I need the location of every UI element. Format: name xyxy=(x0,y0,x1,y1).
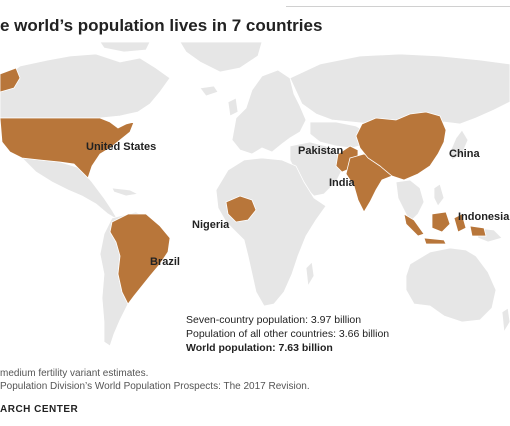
indonesia-shape-borneo xyxy=(431,211,451,233)
label-brazil: Brazil xyxy=(150,256,180,268)
world-population: World population: 7.63 billion xyxy=(186,342,333,354)
footer-credit: ARCH CENTER xyxy=(0,404,79,415)
mexico-shape xyxy=(20,157,119,221)
africa-shape xyxy=(215,157,327,307)
population-stats: Seven-country population: 3.97 billion P… xyxy=(186,313,389,355)
southeast-asia-shape xyxy=(395,179,425,223)
indonesia-shape-sumatra xyxy=(403,213,425,237)
japan-shape xyxy=(449,129,469,161)
seven-country-population: Seven-country population: 3.97 billion xyxy=(186,314,362,326)
other-countries-population: Population of all other countries: 3.66 … xyxy=(186,328,390,340)
canada-shape xyxy=(0,53,171,119)
alaska-shape xyxy=(0,67,21,93)
indonesia-shape-java xyxy=(423,237,447,245)
nigeria-shape xyxy=(225,195,257,223)
label-nigeria: Nigeria xyxy=(192,219,230,231)
russia-shape xyxy=(289,53,510,129)
china-shape xyxy=(355,111,447,181)
chart-title: e world’s population lives in 7 countrie… xyxy=(0,16,323,35)
united-states-shape xyxy=(0,117,135,179)
australia-shape xyxy=(405,247,497,323)
label-united-states: United States xyxy=(86,141,157,153)
indonesia-shape-sulawesi xyxy=(453,213,467,233)
label-pakistan: Pakistan xyxy=(298,145,344,157)
world-map xyxy=(0,42,510,347)
top-rule xyxy=(286,6,510,7)
notes: medium fertility variant estimates. Popu… xyxy=(0,367,310,393)
greenland-shape xyxy=(179,42,263,73)
label-china: China xyxy=(449,148,480,160)
brazil-shape xyxy=(109,213,171,305)
source-text: Population Division’s World Population P… xyxy=(0,381,310,392)
indonesia-shape-papua xyxy=(469,225,487,237)
label-india: India xyxy=(329,177,355,189)
label-indonesia: Indonesia xyxy=(458,211,510,223)
note-text: medium fertility variant estimates. xyxy=(0,368,149,379)
europe-shape xyxy=(231,69,307,155)
